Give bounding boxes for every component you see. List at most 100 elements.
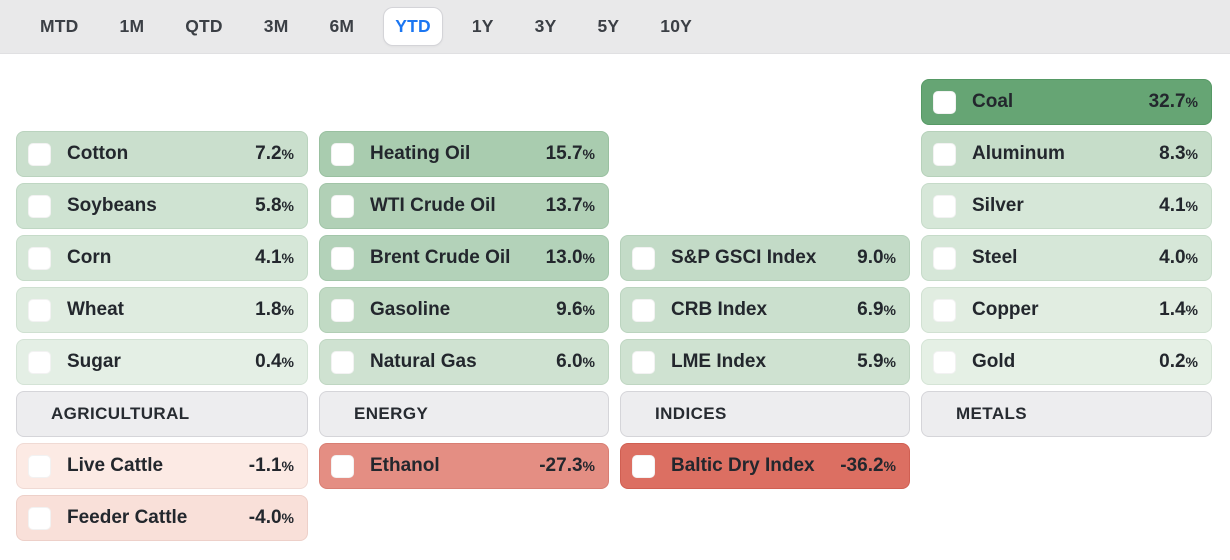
- select-checkbox[interactable]: [632, 350, 655, 374]
- commodity-value: -1.1%: [248, 455, 294, 476]
- commodity-label: Silver: [972, 195, 1024, 216]
- commodity-value: 4.1%: [255, 247, 294, 268]
- commodity-tile-wti-crude-oil[interactable]: WTI Crude Oil 13.7%: [319, 183, 609, 229]
- category-header-agricultural[interactable]: AGRICULTURAL: [16, 391, 308, 437]
- commodity-tile-wheat[interactable]: Wheat 1.8%: [16, 287, 308, 333]
- period-tab-3y[interactable]: 3Y: [534, 16, 557, 36]
- commodity-tile-crb-index[interactable]: CRB Index 6.9%: [620, 287, 910, 333]
- select-checkbox[interactable]: [933, 142, 956, 166]
- commodity-tile-gold[interactable]: Gold 0.2%: [921, 339, 1212, 385]
- commodity-tile-heating-oil[interactable]: Heating Oil 15.7%: [319, 131, 609, 177]
- commodity-tile-copper[interactable]: Copper 1.4%: [921, 287, 1212, 333]
- commodity-tile-cotton[interactable]: Cotton 7.2%: [16, 131, 308, 177]
- commodity-label: Feeder Cattle: [67, 507, 188, 528]
- select-checkbox[interactable]: [28, 350, 51, 374]
- category-header-energy[interactable]: ENERGY: [319, 391, 609, 437]
- commodity-tile-soybeans[interactable]: Soybeans 5.8%: [16, 183, 308, 229]
- percent-sign: %: [281, 510, 294, 526]
- select-checkbox[interactable]: [331, 454, 354, 478]
- period-tab-5y[interactable]: 5Y: [597, 16, 620, 36]
- category-header-metals[interactable]: METALS: [921, 391, 1212, 437]
- commodity-label: CRB Index: [671, 299, 768, 320]
- category-label: AGRICULTURAL: [51, 404, 190, 423]
- period-tab-mtd[interactable]: MTD: [40, 16, 79, 36]
- commodity-tile-live-cattle[interactable]: Live Cattle -1.1%: [16, 443, 308, 489]
- select-checkbox[interactable]: [933, 246, 956, 270]
- percent-sign: %: [281, 354, 294, 370]
- select-checkbox[interactable]: [28, 142, 51, 166]
- percent-sign: %: [582, 146, 595, 162]
- period-tab-1m[interactable]: 1M: [119, 16, 145, 36]
- commodity-tile-sugar[interactable]: Sugar 0.4%: [16, 339, 308, 385]
- commodity-tile-brent-crude-oil[interactable]: Brent Crude Oil 13.0%: [319, 235, 609, 281]
- period-tab-ytd[interactable]: YTD: [383, 7, 443, 46]
- percent-sign: %: [1185, 302, 1198, 318]
- percent-sign: %: [582, 250, 595, 266]
- commodity-tile-lme-index[interactable]: LME Index 5.9%: [620, 339, 910, 385]
- select-checkbox[interactable]: [28, 506, 51, 530]
- select-checkbox[interactable]: [632, 298, 655, 322]
- period-tab-3m[interactable]: 3M: [263, 16, 289, 36]
- period-tab-10y[interactable]: 10Y: [660, 16, 693, 36]
- percent-sign: %: [883, 354, 896, 370]
- select-checkbox[interactable]: [28, 246, 51, 270]
- select-checkbox[interactable]: [28, 298, 51, 322]
- period-tab-6m[interactable]: 6M: [329, 16, 355, 36]
- commodity-label: Baltic Dry Index: [671, 455, 815, 476]
- commodity-tile-gasoline[interactable]: Gasoline 9.6%: [319, 287, 609, 333]
- select-checkbox[interactable]: [331, 194, 354, 218]
- period-tab-qtd[interactable]: QTD: [185, 16, 223, 36]
- select-checkbox[interactable]: [331, 142, 354, 166]
- commodity-label: Soybeans: [67, 195, 157, 216]
- percent-sign: %: [1185, 250, 1198, 266]
- commodity-label: Gasoline: [370, 299, 451, 320]
- commodity-tile-baltic-dry-index[interactable]: Baltic Dry Index -36.2%: [620, 443, 910, 489]
- percent-sign: %: [582, 198, 595, 214]
- commodity-tile-aluminum[interactable]: Aluminum 8.3%: [921, 131, 1212, 177]
- select-checkbox[interactable]: [331, 298, 354, 322]
- commodity-value: 9.6%: [556, 299, 595, 320]
- commodity-tile-steel[interactable]: Steel 4.0%: [921, 235, 1212, 281]
- commodity-tile-coal[interactable]: Coal 32.7%: [921, 79, 1212, 125]
- commodity-label: Wheat: [67, 299, 124, 320]
- commodity-value: 1.4%: [1159, 299, 1198, 320]
- category-label: ENERGY: [354, 404, 429, 423]
- select-checkbox[interactable]: [933, 298, 956, 322]
- percent-sign: %: [1185, 94, 1198, 110]
- select-checkbox[interactable]: [28, 194, 51, 218]
- category-header-indices[interactable]: INDICES: [620, 391, 910, 437]
- commodity-tile-ethanol[interactable]: Ethanol -27.3%: [319, 443, 609, 489]
- commodity-value: 4.1%: [1159, 195, 1198, 216]
- commodity-label: Aluminum: [972, 143, 1065, 164]
- commodity-value: 5.9%: [857, 351, 896, 372]
- commodity-value: 15.7%: [545, 143, 595, 164]
- commodity-tile-silver[interactable]: Silver 4.1%: [921, 183, 1212, 229]
- percent-sign: %: [883, 458, 896, 474]
- commodity-value: 5.8%: [255, 195, 294, 216]
- select-checkbox[interactable]: [933, 350, 956, 374]
- commodity-value: 8.3%: [1159, 143, 1198, 164]
- commodity-value: 0.2%: [1159, 351, 1198, 372]
- percent-sign: %: [281, 146, 294, 162]
- commodity-value: 0.4%: [255, 351, 294, 372]
- commodity-label: Live Cattle: [67, 455, 164, 476]
- commodity-value: 13.7%: [545, 195, 595, 216]
- select-checkbox[interactable]: [28, 454, 51, 478]
- select-checkbox[interactable]: [933, 90, 956, 114]
- select-checkbox[interactable]: [933, 194, 956, 218]
- percent-sign: %: [281, 250, 294, 266]
- select-checkbox[interactable]: [632, 246, 655, 270]
- period-tab-1y[interactable]: 1Y: [471, 16, 494, 36]
- commodity-board: Cotton 7.2% Soybeans 5.8% Corn 4.1% Whea…: [0, 54, 1230, 541]
- commodity-label: Sugar: [67, 351, 121, 372]
- commodity-value: 32.7%: [1148, 91, 1198, 112]
- commodity-tile-corn[interactable]: Corn 4.1%: [16, 235, 308, 281]
- commodity-tile-feeder-cattle[interactable]: Feeder Cattle -4.0%: [16, 495, 308, 541]
- category-label: METALS: [956, 404, 1028, 423]
- commodity-tile-s-p-gsci-index[interactable]: S&P GSCI Index 9.0%: [620, 235, 910, 281]
- select-checkbox[interactable]: [632, 454, 655, 478]
- percent-sign: %: [1185, 354, 1198, 370]
- commodity-tile-natural-gas[interactable]: Natural Gas 6.0%: [319, 339, 609, 385]
- select-checkbox[interactable]: [331, 350, 354, 374]
- select-checkbox[interactable]: [331, 246, 354, 270]
